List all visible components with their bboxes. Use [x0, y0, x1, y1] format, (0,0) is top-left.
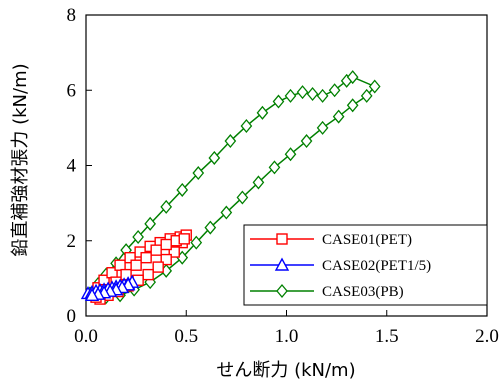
data-point-series-1 [142, 268, 154, 281]
y-tick-label: 6 [67, 80, 77, 101]
data-point-series-3 [332, 109, 345, 124]
data-point-series-3 [316, 120, 329, 135]
legend-marker-2 [274, 257, 290, 271]
data-point-series-3 [252, 175, 265, 190]
data-point-series-1 [178, 233, 190, 245]
data-point-series-3 [192, 166, 205, 181]
y-tick-label: 8 [67, 5, 77, 26]
x-tick-label: 0.0 [74, 326, 98, 347]
x-tick-label: 1.5 [375, 326, 399, 347]
data-point-series-3 [208, 150, 221, 165]
data-point-series-3 [190, 235, 203, 250]
data-point-series-3 [144, 216, 157, 231]
data-point-series-3 [256, 105, 269, 120]
data-point-series-1 [150, 244, 162, 256]
data-point-series-1 [120, 268, 132, 281]
data-point-series-3 [160, 199, 173, 214]
data-point-series-1 [160, 238, 172, 251]
data-point-series-1 [114, 259, 126, 271]
legend-marker-3 [276, 283, 288, 299]
data-point-series-3 [328, 83, 341, 98]
x-tick-label: 0.5 [174, 326, 198, 347]
data-point-series-3 [316, 88, 329, 103]
y-tick-label: 2 [67, 231, 77, 252]
data-point-series-1 [130, 259, 142, 271]
data-point-series-3 [368, 79, 381, 94]
data-point-series-3 [176, 182, 189, 197]
data-point-series-3 [296, 85, 309, 100]
data-point-series-3 [204, 220, 217, 235]
legend: CASE01(PET) CASE02(PET1/5) CASE03(PB) [243, 224, 488, 306]
data-point-series-1 [168, 246, 180, 258]
data-point-series-3 [220, 205, 233, 220]
legend-label-2: CASE02(PET1/5) [322, 258, 431, 274]
data-point-series-3 [236, 190, 249, 205]
data-point-series-3 [284, 147, 297, 162]
data-point-series-3 [272, 94, 285, 109]
data-point-series-1 [140, 251, 152, 264]
data-point-series-3 [224, 134, 237, 149]
x-tick-label: 1.0 [275, 326, 299, 347]
legend-marker-1 [276, 233, 288, 245]
legend-label-3: CASE03(PB) [322, 284, 404, 300]
data-point-series-2 [84, 287, 100, 302]
x-tick-label: 2.0 [475, 326, 499, 347]
data-point-series-3 [360, 88, 373, 103]
data-point-series-3 [284, 88, 297, 103]
data-point-series-3 [306, 86, 319, 102]
y-tick-label: 0 [67, 306, 77, 327]
data-point-series-1 [152, 261, 164, 273]
x-axis-title: せん断力 (kN/m) [216, 360, 355, 379]
data-point-series-3 [268, 160, 281, 175]
data-point-series-3 [240, 118, 253, 134]
data-point-series-1 [160, 253, 172, 266]
legend-label-1: CASE01(PET) [322, 232, 412, 248]
y-tick-label: 4 [67, 156, 77, 177]
y-axis-title: 鉛直補強材張力 (kN/m) [10, 63, 31, 256]
data-point-series-3 [300, 134, 313, 149]
data-point-series-3 [132, 229, 144, 245]
data-point-series-3 [346, 98, 359, 113]
data-point-series-3 [346, 70, 359, 85]
